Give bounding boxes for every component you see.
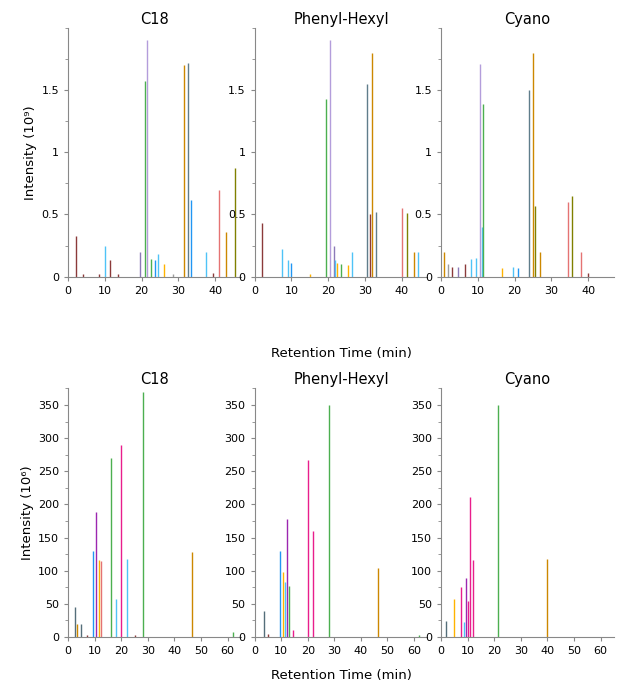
- Text: Retention Time (min): Retention Time (min): [270, 668, 412, 682]
- Title: Phenyl-Hexyl: Phenyl-Hexyl: [293, 12, 389, 27]
- Title: Phenyl-Hexyl: Phenyl-Hexyl: [293, 372, 389, 387]
- Title: Cyano: Cyano: [505, 372, 551, 387]
- Text: Retention Time (min): Retention Time (min): [270, 346, 412, 360]
- Title: C18: C18: [140, 12, 169, 27]
- Title: C18: C18: [140, 372, 169, 387]
- Y-axis label: Intensity (10⁹): Intensity (10⁹): [24, 105, 37, 200]
- Y-axis label: Intensity (10⁶): Intensity (10⁶): [21, 466, 34, 560]
- Title: Cyano: Cyano: [505, 12, 551, 27]
